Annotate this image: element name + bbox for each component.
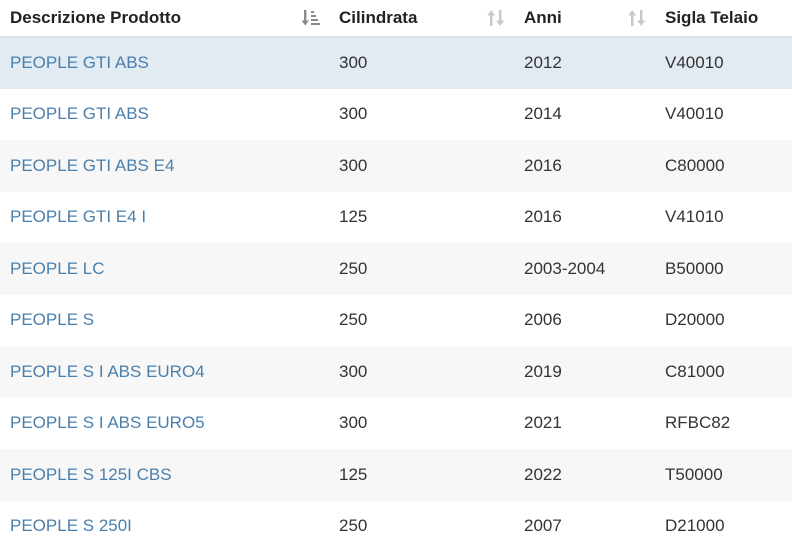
column-header-anni[interactable]: Anni xyxy=(514,0,655,37)
cell-sigla-telaio: T50000 xyxy=(655,449,792,501)
cell-sigla-telaio: V40010 xyxy=(655,37,792,89)
cell-sigla-telaio: B50000 xyxy=(655,243,792,295)
column-header-cilindrata[interactable]: Cilindrata xyxy=(329,0,514,37)
sort-toggle-icon[interactable] xyxy=(486,8,506,28)
cell-sigla-telaio: D20000 xyxy=(655,295,792,347)
cell-cilindrata: 125 xyxy=(329,192,514,244)
column-header-sigla-telaio[interactable]: Sigla Telaio xyxy=(655,0,792,37)
column-header-label: Sigla Telaio xyxy=(665,8,758,27)
cell-cilindrata: 300 xyxy=(329,37,514,89)
product-link[interactable]: PEOPLE GTI ABS xyxy=(10,53,149,72)
cell-sigla-telaio: V41010 xyxy=(655,192,792,244)
cell-descrizione: PEOPLE LC xyxy=(0,243,329,295)
product-link[interactable]: PEOPLE S I ABS EURO4 xyxy=(10,362,205,381)
cell-anni: 2007 xyxy=(514,501,655,552)
cell-cilindrata: 300 xyxy=(329,140,514,192)
table-row[interactable]: PEOPLE S 125I CBS 125 2022 T50000 xyxy=(0,449,792,501)
cell-cilindrata: 250 xyxy=(329,295,514,347)
cell-sigla-telaio: RFBC82 xyxy=(655,398,792,450)
table-row[interactable]: PEOPLE S 250I 250 2007 D21000 xyxy=(0,501,792,552)
cell-descrizione: PEOPLE GTI ABS xyxy=(0,89,329,141)
product-link[interactable]: PEOPLE GTI ABS xyxy=(10,104,149,123)
cell-descrizione: PEOPLE S 125I CBS xyxy=(0,449,329,501)
table-row[interactable]: PEOPLE S I ABS EURO4 300 2019 C81000 xyxy=(0,346,792,398)
cell-descrizione: PEOPLE S I ABS EURO4 xyxy=(0,346,329,398)
cell-cilindrata: 300 xyxy=(329,398,514,450)
table-row[interactable]: PEOPLE GTI ABS E4 300 2016 C80000 xyxy=(0,140,792,192)
cell-anni: 2014 xyxy=(514,89,655,141)
cell-sigla-telaio: V40010 xyxy=(655,89,792,141)
cell-cilindrata: 250 xyxy=(329,243,514,295)
cell-anni: 2012 xyxy=(514,37,655,89)
product-link[interactable]: PEOPLE GTI ABS E4 xyxy=(10,156,174,175)
cell-descrizione: PEOPLE S I ABS EURO5 xyxy=(0,398,329,450)
sort-toggle-icon[interactable] xyxy=(627,8,647,28)
cell-cilindrata: 250 xyxy=(329,501,514,552)
cell-cilindrata: 300 xyxy=(329,346,514,398)
cell-descrizione: PEOPLE S xyxy=(0,295,329,347)
product-link[interactable]: PEOPLE S xyxy=(10,310,94,329)
table-row[interactable]: PEOPLE GTI ABS 300 2012 V40010 xyxy=(0,37,792,89)
table-row[interactable]: PEOPLE LC 250 2003-2004 B50000 xyxy=(0,243,792,295)
cell-descrizione: PEOPLE S 250I xyxy=(0,501,329,552)
cell-descrizione: PEOPLE GTI ABS E4 xyxy=(0,140,329,192)
cell-cilindrata: 125 xyxy=(329,449,514,501)
cell-descrizione: PEOPLE GTI ABS xyxy=(0,37,329,89)
cell-anni: 2022 xyxy=(514,449,655,501)
table-header-row: Descrizione Prodotto Cilindrata xyxy=(0,0,792,37)
product-link[interactable]: PEOPLE S 125I CBS xyxy=(10,465,172,484)
table-row[interactable]: PEOPLE S I ABS EURO5 300 2021 RFBC82 xyxy=(0,398,792,450)
table-row[interactable]: PEOPLE GTI E4 I 125 2016 V41010 xyxy=(0,192,792,244)
cell-anni: 2021 xyxy=(514,398,655,450)
cell-anni: 2016 xyxy=(514,192,655,244)
table-row[interactable]: PEOPLE GTI ABS 300 2014 V40010 xyxy=(0,89,792,141)
table-row[interactable]: PEOPLE S 250 2006 D20000 xyxy=(0,295,792,347)
column-header-label: Cilindrata xyxy=(339,8,417,27)
column-header-label: Descrizione Prodotto xyxy=(10,8,181,27)
cell-anni: 2003-2004 xyxy=(514,243,655,295)
cell-sigla-telaio: C81000 xyxy=(655,346,792,398)
column-header-label: Anni xyxy=(524,8,562,27)
cell-sigla-telaio: D21000 xyxy=(655,501,792,552)
cell-sigla-telaio: C80000 xyxy=(655,140,792,192)
cell-anni: 2006 xyxy=(514,295,655,347)
product-link[interactable]: PEOPLE GTI E4 I xyxy=(10,207,146,226)
cell-anni: 2016 xyxy=(514,140,655,192)
cell-cilindrata: 300 xyxy=(329,89,514,141)
product-link[interactable]: PEOPLE LC xyxy=(10,259,105,278)
sort-descending-icon[interactable] xyxy=(301,8,321,28)
product-link[interactable]: PEOPLE S I ABS EURO5 xyxy=(10,413,205,432)
cell-descrizione: PEOPLE GTI E4 I xyxy=(0,192,329,244)
product-link[interactable]: PEOPLE S 250I xyxy=(10,516,132,535)
column-header-descrizione[interactable]: Descrizione Prodotto xyxy=(0,0,329,37)
cell-anni: 2019 xyxy=(514,346,655,398)
